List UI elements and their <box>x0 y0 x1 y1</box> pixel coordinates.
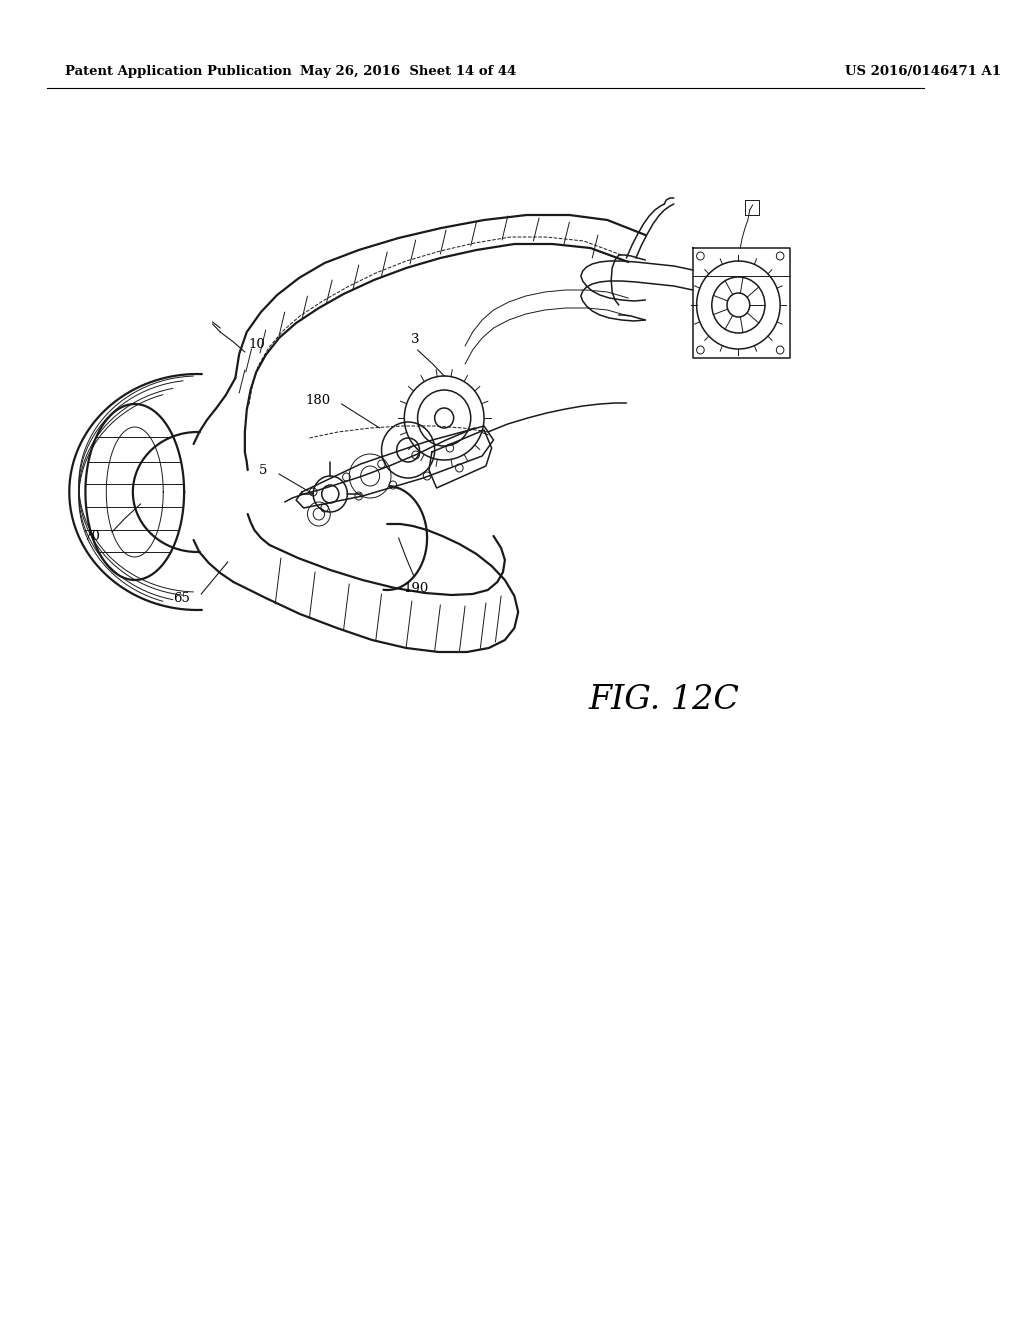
Text: US 2016/0146471 A1: US 2016/0146471 A1 <box>845 66 1000 78</box>
Text: Patent Application Publication: Patent Application Publication <box>65 66 291 78</box>
Text: FIG. 12C: FIG. 12C <box>589 684 739 715</box>
Text: 190: 190 <box>403 582 428 595</box>
Text: May 26, 2016  Sheet 14 of 44: May 26, 2016 Sheet 14 of 44 <box>300 66 516 78</box>
Text: 70: 70 <box>84 529 100 543</box>
Text: 65: 65 <box>173 591 189 605</box>
Text: 3: 3 <box>412 333 420 346</box>
Text: 180: 180 <box>305 393 331 407</box>
Text: 5: 5 <box>259 463 267 477</box>
Text: 10: 10 <box>249 338 265 351</box>
